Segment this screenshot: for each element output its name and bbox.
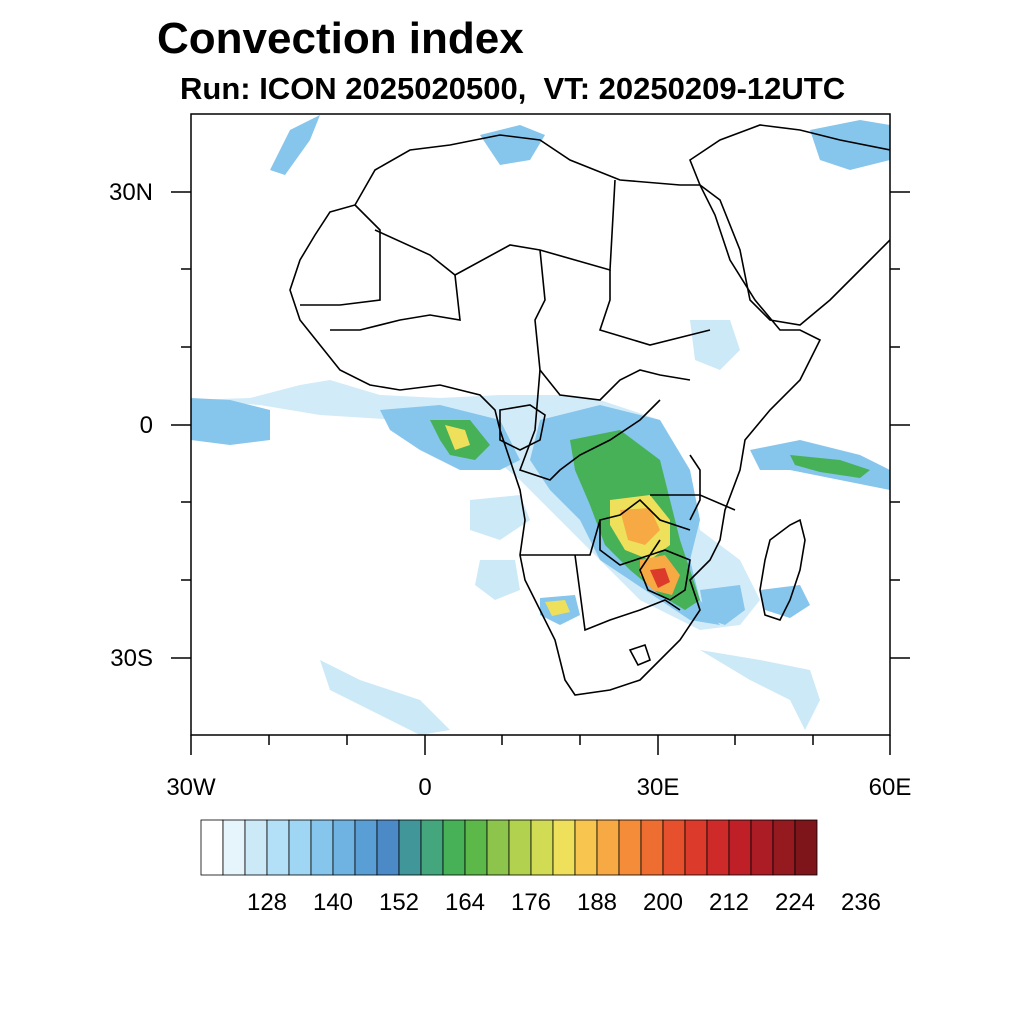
colorbar-box — [662, 819, 686, 876]
colorbar-label: 164 — [444, 889, 486, 916]
colorbar-box — [200, 819, 224, 876]
colorbar-box — [288, 819, 312, 876]
colorbar-box — [596, 819, 620, 876]
lat-label-30s: 30S — [110, 645, 153, 672]
colorbar-label: 176 — [510, 889, 552, 916]
colorbar-label: 188 — [576, 889, 618, 916]
colorbar-box — [728, 819, 752, 876]
colorbar-box — [464, 819, 488, 876]
colorbar-box — [420, 819, 444, 876]
lon-label-0: 0 — [418, 774, 432, 801]
lon-label-60e: 60E — [868, 774, 912, 801]
lon-label-30e: 30E — [636, 774, 680, 801]
colorbar-box — [486, 819, 510, 876]
colorbar-box — [530, 819, 554, 876]
lat-label-0: 0 — [139, 412, 153, 439]
colorbar-box — [772, 819, 796, 876]
colorbar-box — [398, 819, 422, 876]
colorbar-label: 152 — [378, 889, 420, 916]
colorbar-box — [640, 819, 664, 876]
colorbar-label: 128 — [246, 889, 288, 916]
colorbar-box — [552, 819, 576, 876]
map-ticks — [171, 191, 910, 755]
colorbar-box — [376, 819, 400, 876]
colorbar-box — [750, 819, 774, 876]
lon-label-30w: 30W — [166, 774, 216, 801]
colorbar-box — [266, 819, 290, 876]
colorbar-box — [354, 819, 378, 876]
colorbar-label: 200 — [642, 889, 684, 916]
colorbar-box — [794, 819, 818, 876]
colorbar-box — [618, 819, 642, 876]
colorbar-box — [332, 819, 356, 876]
colorbar — [200, 819, 818, 876]
coastlines — [289, 124, 890, 696]
map-title: Convection index — [157, 14, 524, 63]
colorbar-label: 224 — [774, 889, 816, 916]
colorbar-box — [706, 819, 730, 876]
colorbar-box — [508, 819, 532, 876]
convection-field — [191, 115, 890, 735]
map-subtitle: Run: ICON 2025020500, VT: 20250209-12UTC — [180, 71, 846, 106]
colorbar-box — [310, 819, 334, 876]
colorbar-label: 212 — [708, 889, 750, 916]
colorbar-box — [244, 819, 268, 876]
colorbar-box — [442, 819, 466, 876]
lat-label-30n: 30N — [108, 179, 153, 206]
colorbar-box — [684, 819, 708, 876]
colorbar-label: 140 — [312, 889, 354, 916]
colorbar-box — [222, 819, 246, 876]
colorbar-box — [574, 819, 598, 876]
colorbar-label: 236 — [840, 889, 882, 916]
